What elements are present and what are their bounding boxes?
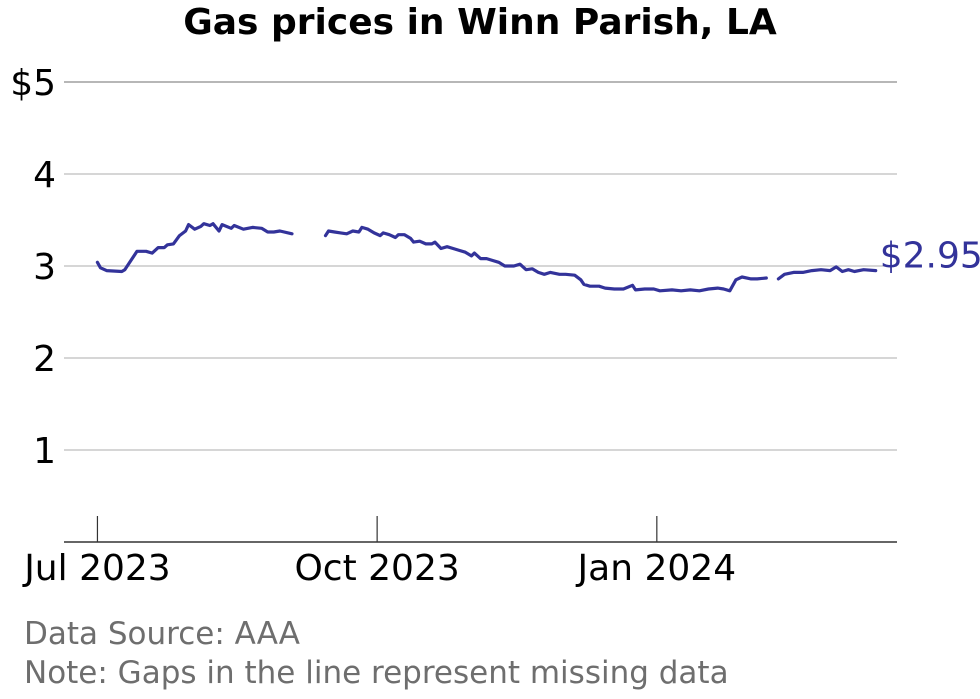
end-value-label: $2.95 [880, 236, 980, 277]
y-tick-label: 4 [33, 155, 56, 196]
y-tick-label: 3 [33, 247, 56, 288]
x-tick-label: Jul 2023 [22, 548, 171, 589]
data-source-note: Data Source: AAA [24, 616, 300, 652]
x-tick-label: Oct 2023 [294, 548, 459, 589]
axes [64, 516, 897, 543]
missing-data-note: Note: Gaps in the line represent missing… [24, 655, 729, 691]
y-tick-label: $5 [10, 63, 56, 104]
y-tick-label: 2 [33, 339, 56, 380]
gridlines [64, 81, 897, 451]
x-tick-label: Jan 2024 [576, 548, 737, 589]
chart-title: Gas prices in Winn Parish, LA [183, 2, 777, 43]
labels: 1 2 3 4 $5 Jul 2023 Oct 2023 Jan 2024 $2.95 [10, 63, 980, 589]
price-line-segment [323, 225, 768, 293]
series-layer [95, 222, 878, 293]
price-line-segment [95, 222, 294, 274]
price-line-segment [776, 265, 878, 281]
y-tick-label: 1 [33, 431, 56, 472]
